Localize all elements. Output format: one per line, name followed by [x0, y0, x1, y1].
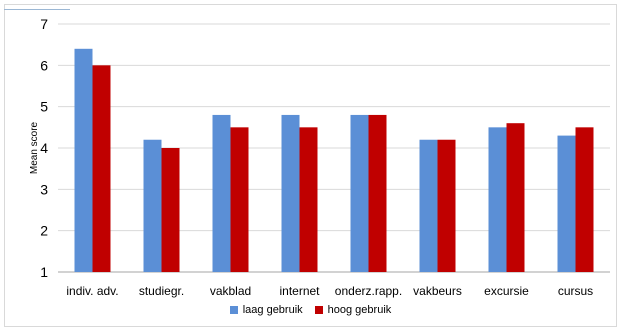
y-tick-label: 1: [40, 264, 48, 280]
bar-laag-2: [212, 114, 231, 272]
legend-item-hoog: hoog gebruik: [314, 304, 392, 316]
legend-item-laag: laag gebruik: [229, 304, 303, 316]
x-tick-label: onderz.rapp.: [335, 284, 402, 298]
frame-accent-line: [4, 9, 70, 10]
bar-hoog-1: [161, 148, 180, 272]
y-axis-label: Mean score: [29, 121, 40, 174]
x-tick-label: excursie: [484, 284, 529, 298]
bar-laag-6: [488, 127, 507, 272]
x-tick-labels: indiv. adv. studiegr. vakblad internet onder…: [66, 284, 593, 298]
bar-laag-1: [143, 139, 162, 272]
bars: [74, 48, 594, 272]
x-tick-label: indiv. adv.: [66, 284, 118, 298]
x-tick-label: vakblad: [210, 284, 251, 298]
legend-swatch-laag: [229, 306, 238, 314]
chart-frame: [4, 4, 617, 327]
y-tick-label: 4: [40, 140, 48, 156]
bar-chart: 1 2 3 4 5 6 7 indiv. adv. studiegr. vakblad inter…: [29, 16, 610, 298]
bar-hoog-3: [299, 127, 318, 272]
bar-hoog-2: [230, 127, 249, 272]
bar-hoog-0: [92, 65, 111, 272]
legend: laag gebruik hoog gebruik: [0, 304, 621, 316]
y-tick-label: 7: [40, 16, 48, 32]
bar-laag-7: [557, 135, 576, 272]
bar-laag-3: [281, 114, 300, 272]
bar-hoog-6: [506, 123, 525, 272]
x-tick-label: internet: [279, 284, 320, 298]
gridlines: [58, 23, 610, 273]
x-tick-label: studiegr.: [139, 284, 184, 298]
bar-laag-0: [74, 48, 93, 272]
y-tick-label: 2: [40, 223, 48, 239]
bar-hoog-5: [437, 139, 456, 272]
legend-label-hoog: hoog gebruik: [327, 304, 392, 316]
x-tick-label: vakbeurs: [413, 284, 462, 298]
legend-swatch-hoog: [314, 306, 323, 314]
y-tick-labels: 1 2 3 4 5 6 7: [40, 16, 48, 280]
legend-label-laag: laag gebruik: [242, 304, 303, 316]
bar-hoog-4: [368, 114, 387, 272]
bar-hoog-7: [575, 127, 594, 272]
y-tick-label: 6: [40, 57, 48, 73]
bar-laag-4: [350, 114, 369, 272]
bar-laag-5: [419, 139, 438, 272]
y-tick-label: 3: [40, 181, 48, 197]
x-tick-label: cursus: [558, 284, 593, 298]
y-tick-label: 5: [40, 99, 48, 115]
